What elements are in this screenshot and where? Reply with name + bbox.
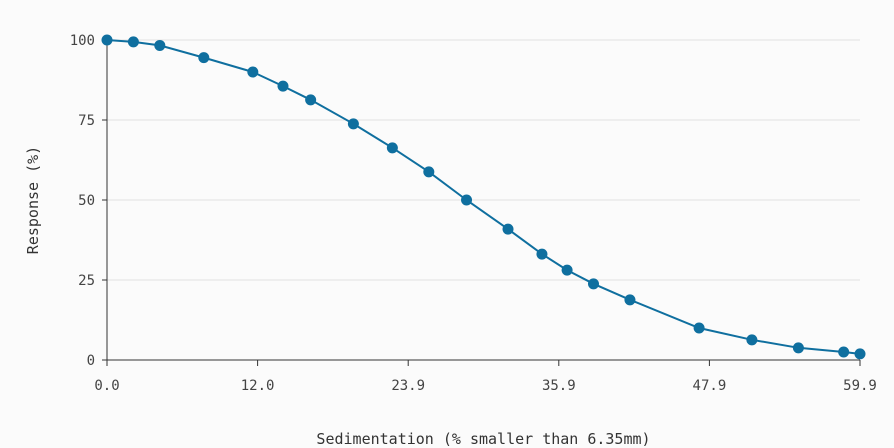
data-point [624, 294, 636, 306]
data-point [854, 348, 866, 360]
x-axis-title: Sedimentation (% smaller than 6.35mm) [316, 430, 650, 448]
data-point [587, 278, 599, 290]
data-point [154, 39, 166, 51]
x-tick-label: 23.9 [391, 378, 425, 394]
tick-labels: 0 25 50 75 100 0.0 12.0 23.9 35.9 47.9 59.9 [70, 33, 877, 394]
y-tick-label: 50 [78, 193, 95, 209]
y-tick-label: 75 [78, 113, 95, 129]
y-tick-label: 100 [70, 33, 95, 49]
y-tick-label: 25 [78, 273, 95, 289]
x-tick-label: 12.0 [241, 378, 275, 394]
y-tick-label: 0 [87, 353, 95, 369]
x-tick-label: 59.9 [843, 378, 877, 394]
data-point [305, 94, 317, 106]
data-point [277, 80, 289, 92]
data-point [502, 223, 514, 235]
x-tick-label: 35.9 [542, 378, 576, 394]
data-point [101, 34, 113, 46]
data-point [198, 52, 210, 64]
data-point [693, 322, 705, 334]
axes [102, 39, 861, 366]
x-tick-label: 0.0 [94, 378, 119, 394]
data-point [536, 248, 548, 260]
series [101, 34, 866, 360]
gridlines [107, 39, 860, 281]
y-axis-title: Response (%) [24, 146, 42, 254]
data-point [127, 36, 139, 48]
data-point [561, 264, 573, 276]
data-point [792, 342, 804, 354]
series-line [106, 39, 861, 355]
data-point [247, 66, 259, 78]
data-point [838, 346, 850, 358]
data-point [386, 142, 398, 154]
data-point [423, 166, 435, 178]
data-point [746, 334, 758, 346]
x-tick-label: 47.9 [693, 378, 727, 394]
data-point [347, 118, 359, 130]
data-point [461, 194, 473, 206]
